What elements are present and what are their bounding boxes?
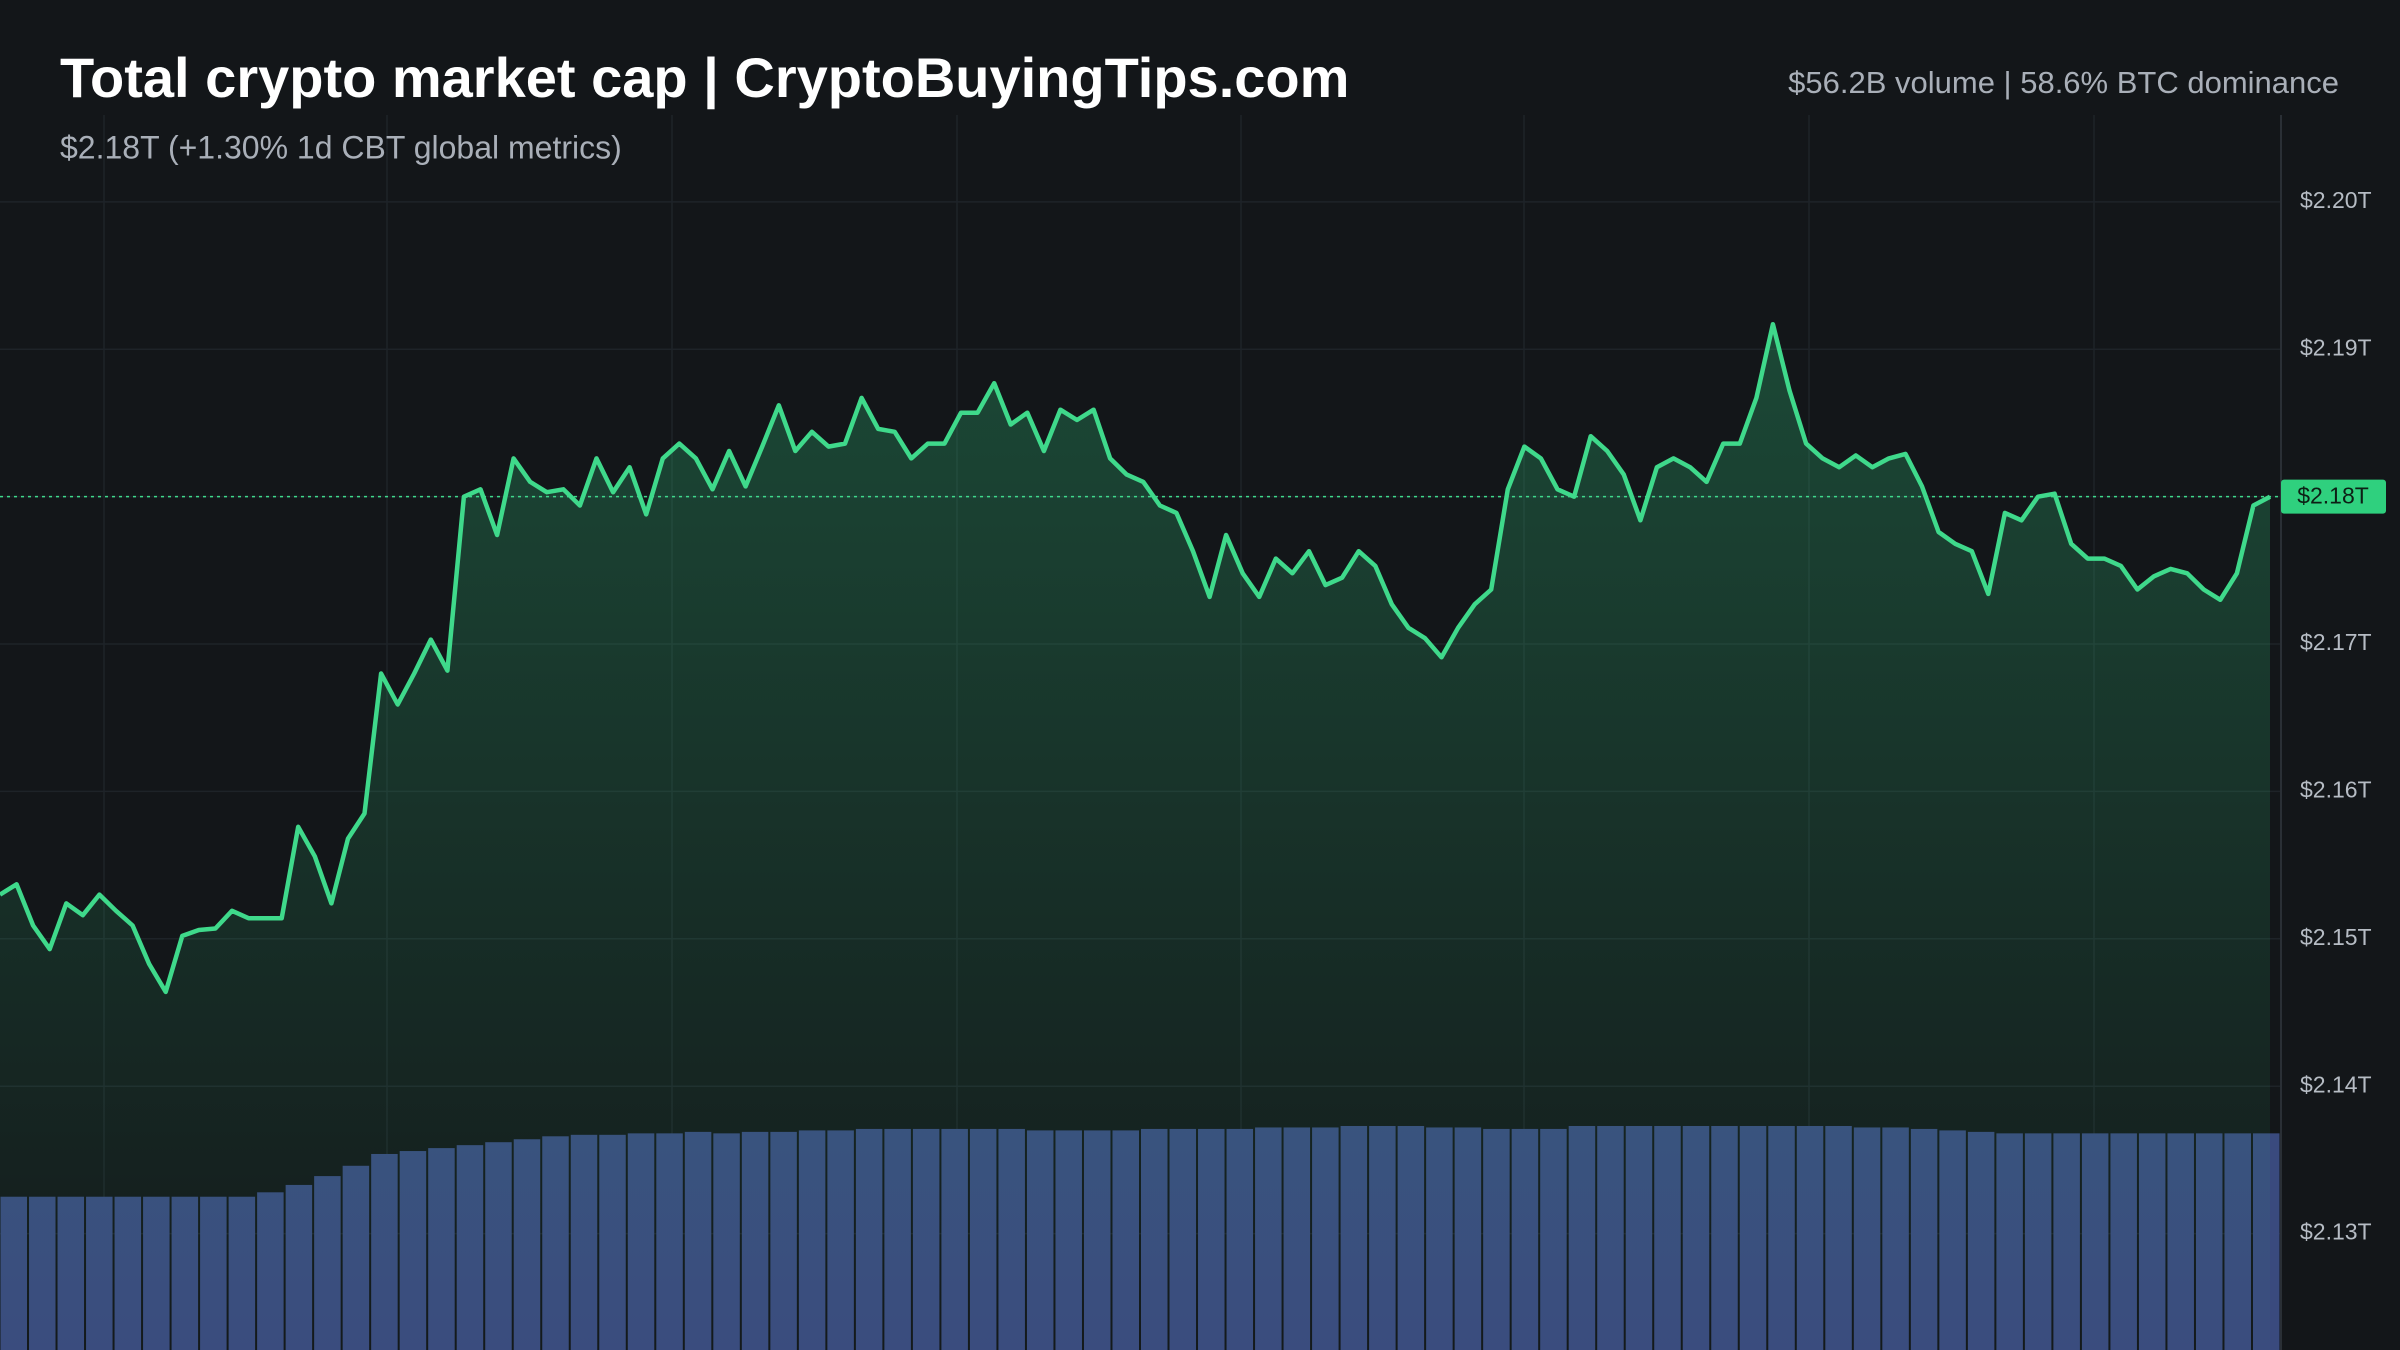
chart-title: Total crypto market cap | CryptoBuyingTi…: [60, 46, 1349, 110]
y-tick-label: $2.14T: [2300, 1071, 2372, 1097]
last-price-label: $2.18T: [2297, 483, 2369, 509]
y-tick-label: $2.13T: [2300, 1219, 2372, 1245]
y-tick-label: $2.17T: [2300, 629, 2372, 655]
chart-subtitle: $2.18T (+1.30% 1d CBT global metrics): [60, 129, 622, 165]
last-price-badge: [2281, 479, 2386, 514]
area-fill: [0, 324, 2270, 1350]
y-tick-label: $2.15T: [2300, 924, 2372, 950]
plot-area: [0, 201, 2281, 1350]
price-line: [0, 321, 2272, 995]
y-tick-label: $2.16T: [2300, 777, 2372, 803]
y-tick-label: $2.19T: [2300, 334, 2372, 360]
y-tick-label: $2.20T: [2300, 187, 2372, 213]
market-stats: $56.2B volume | 58.6% BTC dominance: [1788, 65, 2339, 100]
